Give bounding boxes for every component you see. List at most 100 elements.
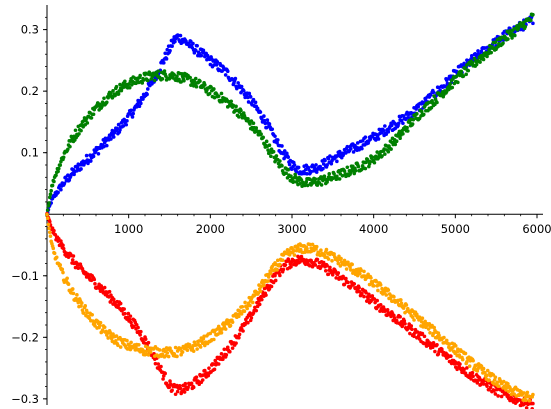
data-point [212,63,216,67]
data-point [355,141,360,145]
data-point [172,73,177,77]
data-point [477,375,482,380]
data-point [529,18,533,23]
data-point [319,183,324,187]
data-point [420,331,425,336]
data-point [291,249,296,253]
data-point [130,115,135,119]
data-point [58,263,63,267]
data-point [315,257,320,262]
data-point [59,187,63,192]
data-point [253,100,258,105]
data-point [251,97,256,102]
data-point [52,179,56,184]
data-point [342,169,347,173]
data-point [264,293,268,297]
data-point [362,294,366,299]
data-point [449,354,453,358]
data-point [357,285,361,290]
data-point [52,251,57,256]
x-tick-label: 2000 [196,222,225,236]
data-point [363,166,368,171]
data-point [129,320,133,325]
data-point [233,76,238,81]
data-point [269,154,273,159]
data-point [70,287,75,291]
data-point [422,334,427,339]
data-point [213,358,218,363]
data-point [337,149,342,154]
data-point [157,348,162,352]
data-point [104,100,109,105]
data-point [243,300,247,305]
data-point [129,108,133,113]
data-point [136,343,141,347]
data-point [45,208,50,212]
data-point [163,371,167,376]
data-point [123,311,127,316]
data-point [192,340,197,344]
data-point [143,71,148,76]
data-point [451,345,455,350]
data-point [47,219,52,224]
data-point [285,151,289,156]
data-point [412,334,416,339]
data-point [385,308,390,312]
data-point [175,389,180,394]
data-point [241,329,245,333]
data-point [85,121,90,125]
data-point [90,312,94,317]
data-points [45,12,535,409]
data-point [530,406,535,409]
data-point [239,312,244,316]
data-point [72,172,76,177]
data-point [47,230,52,235]
data-point [203,368,207,373]
data-point [396,121,401,126]
data-point [166,354,171,359]
data-point [47,201,51,205]
data-point [165,351,170,355]
data-point [364,291,368,295]
data-point [431,331,436,336]
data-point [197,339,202,343]
data-point [281,267,286,272]
data-point [299,254,304,259]
data-point [321,166,325,171]
data-point [209,85,213,89]
data-point [390,123,394,128]
data-point [403,322,407,326]
data-point [305,172,309,176]
data-point [420,316,425,321]
data-point [193,76,198,81]
data-point [50,183,55,188]
data-point [372,297,377,301]
data-point [296,165,301,170]
data-point [325,163,329,167]
data-point [376,137,381,141]
data-point [524,398,528,403]
data-point [73,265,78,270]
data-point [485,368,490,373]
data-point [219,91,224,96]
series-1 [45,12,535,218]
data-point [160,77,165,81]
data-point [426,327,431,331]
data-point [389,147,393,151]
data-point [531,401,535,406]
data-point [401,121,405,126]
data-point [175,354,179,359]
data-point [493,375,498,379]
data-point [368,159,373,164]
data-point [111,297,116,302]
data-point [273,134,277,139]
data-point [298,181,302,186]
data-point [485,384,489,388]
y-tick-label: 0.2 [21,84,39,98]
data-point [46,204,51,208]
data-point [230,346,235,350]
data-point [223,327,228,331]
data-point [237,314,241,319]
data-point [389,314,393,319]
data-point [104,143,109,148]
